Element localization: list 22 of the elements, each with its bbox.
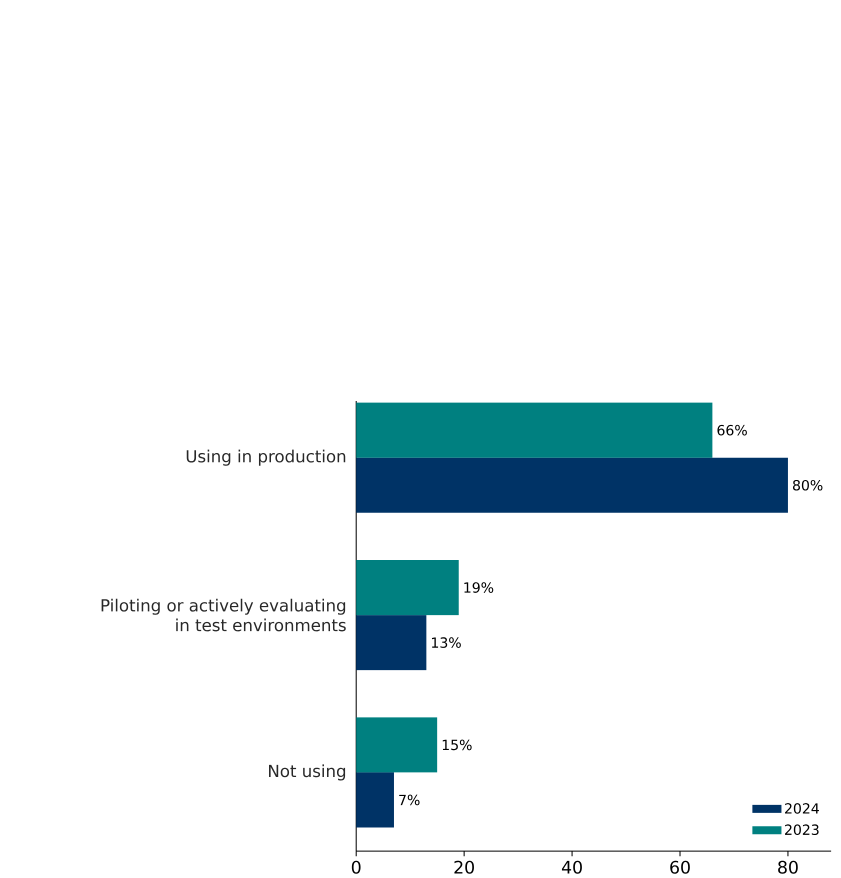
y-tick-label: Using in production [186, 450, 346, 466]
bar [356, 402, 713, 458]
bar [356, 615, 426, 670]
x-tick-label: 60 [670, 860, 690, 874]
y-tick-label: Not using [269, 764, 346, 780]
x-tick-label: 40 [562, 860, 582, 874]
data-label: 80% [793, 480, 823, 491]
data-label: 19% [464, 582, 494, 593]
data-label: 7% [399, 794, 420, 806]
bar [356, 772, 394, 828]
data-label: 13% [432, 637, 461, 648]
x-tick-label: 0 [352, 860, 361, 874]
data-label: 15% [442, 740, 472, 750]
data-label: 66% [718, 424, 748, 436]
x-tick-label: 80 [778, 860, 798, 874]
x-tick-label: 20 [454, 860, 474, 874]
bar [356, 560, 459, 616]
bar [356, 717, 438, 772]
bar [356, 458, 788, 513]
legend-label: 2023 [785, 824, 819, 836]
y-tick-label: Piloting or actively evaluating in test environments [102, 598, 346, 632]
legend-label: 2024 [785, 803, 820, 814]
